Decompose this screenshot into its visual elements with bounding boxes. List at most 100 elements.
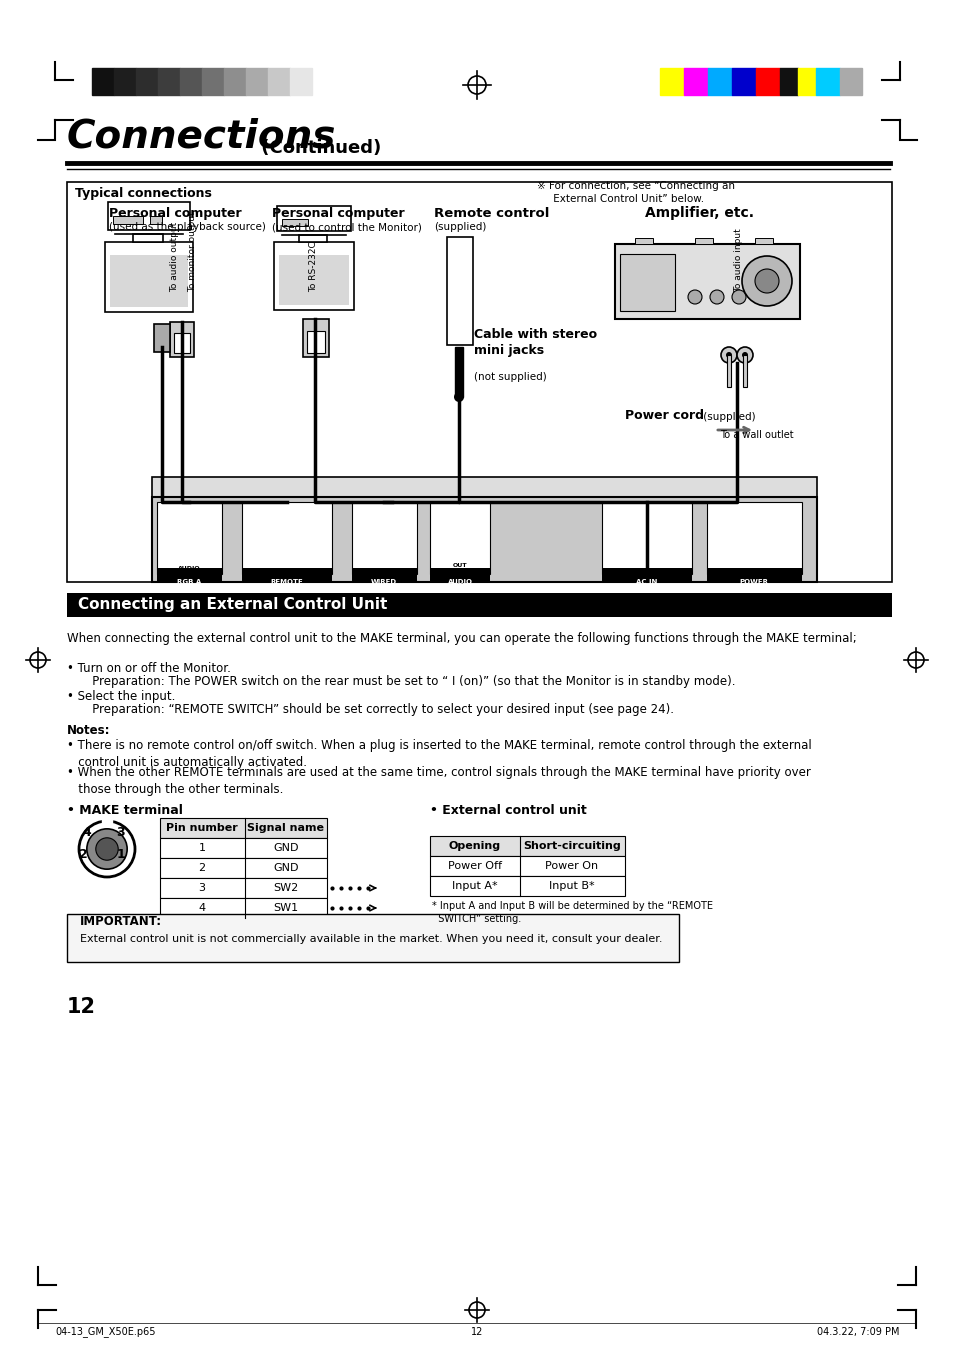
Text: To audio input: To audio input: [734, 229, 742, 292]
Text: AUDIO: AUDIO: [447, 579, 472, 584]
Text: Connections: Connections: [67, 116, 336, 156]
Text: Power Off: Power Off: [448, 861, 501, 871]
Bar: [91, 68, 113, 95]
Circle shape: [731, 290, 745, 304]
Bar: [754, 238, 772, 244]
Text: Personal computer: Personal computer: [109, 207, 241, 221]
Text: (supplied): (supplied): [700, 413, 755, 422]
Bar: [132, 234, 163, 242]
Bar: [450, 253, 470, 262]
Bar: [180, 68, 202, 95]
Bar: [683, 68, 707, 95]
Text: OUT
L
AUDIO
R: OUT L AUDIO R: [448, 563, 471, 586]
Text: 1: 1: [116, 848, 125, 862]
Bar: [105, 242, 193, 313]
Bar: [450, 298, 470, 307]
Text: Signal name: Signal name: [247, 823, 324, 833]
Text: Power On: Power On: [545, 861, 598, 871]
Bar: [157, 502, 222, 574]
Text: * Input A and Input B will be determined by the “REMOTE
  SWITCH” setting.: * Input A and Input B will be determined…: [432, 901, 712, 924]
Bar: [113, 68, 136, 95]
Bar: [450, 268, 470, 277]
Bar: [282, 219, 308, 226]
Bar: [447, 237, 473, 345]
Circle shape: [79, 821, 135, 877]
Bar: [170, 322, 193, 357]
Bar: [450, 327, 470, 337]
Bar: [108, 202, 190, 230]
Text: REMOTE: REMOTE: [271, 579, 303, 584]
Bar: [202, 68, 224, 95]
Bar: [840, 68, 862, 95]
Bar: [152, 478, 816, 502]
Text: WIRED: WIRED: [371, 579, 396, 584]
Text: • Turn on or off the Monitor.: • Turn on or off the Monitor.: [67, 662, 231, 675]
Bar: [601, 502, 691, 574]
Text: 12: 12: [67, 997, 96, 1017]
Text: 1: 1: [198, 843, 205, 852]
Text: ※ For connection, see “Connecting an
     External Control Unit” below.: ※ For connection, see “Connecting an Ext…: [537, 181, 734, 204]
Text: RGB A: RGB A: [176, 579, 201, 584]
Text: Personal computer: Personal computer: [272, 207, 404, 221]
Bar: [160, 838, 327, 858]
Circle shape: [454, 392, 463, 402]
Text: IMPORTANT:: IMPORTANT:: [80, 915, 162, 928]
Bar: [242, 568, 332, 582]
Bar: [152, 497, 816, 582]
Bar: [112, 216, 143, 225]
Bar: [706, 502, 801, 574]
Bar: [160, 878, 327, 898]
Bar: [136, 68, 158, 95]
Text: 4: 4: [198, 902, 205, 913]
Bar: [797, 68, 815, 95]
Bar: [635, 238, 652, 244]
Circle shape: [741, 256, 791, 306]
Text: POWER: POWER: [740, 571, 766, 576]
Text: 4: 4: [83, 825, 91, 839]
Text: To a wall outlet: To a wall outlet: [720, 430, 793, 440]
Bar: [160, 898, 327, 917]
Bar: [726, 354, 730, 387]
Bar: [706, 568, 801, 582]
Text: Remote control: Remote control: [434, 207, 549, 221]
Text: Pin number: Pin number: [166, 823, 237, 833]
Bar: [430, 502, 490, 574]
Bar: [430, 568, 490, 582]
Bar: [102, 816, 112, 825]
Bar: [619, 254, 675, 311]
Bar: [158, 68, 180, 95]
Bar: [110, 254, 188, 307]
Bar: [242, 502, 332, 574]
Text: 3: 3: [116, 825, 125, 839]
Bar: [430, 856, 624, 875]
Text: AC IN: AC IN: [636, 579, 657, 584]
Bar: [67, 915, 679, 962]
Text: Short-circuiting: Short-circuiting: [522, 842, 620, 851]
Bar: [755, 68, 780, 95]
Text: Power cord: Power cord: [624, 409, 703, 422]
Text: AC IN: AC IN: [637, 571, 656, 576]
Text: Input A*: Input A*: [452, 881, 497, 892]
Bar: [707, 68, 731, 95]
Circle shape: [737, 346, 752, 363]
Bar: [67, 593, 891, 617]
Text: To monitor output: To monitor output: [189, 211, 197, 292]
Bar: [659, 68, 683, 95]
Text: GND: GND: [273, 863, 298, 873]
Bar: [274, 242, 354, 310]
Bar: [278, 254, 349, 304]
Bar: [780, 68, 797, 95]
Bar: [268, 68, 290, 95]
Bar: [815, 68, 840, 95]
Circle shape: [95, 838, 118, 861]
Text: AUDIO
  IN
RGB A: AUDIO IN RGB A: [177, 566, 200, 582]
Text: • When the other REMOTE terminals are used at the same time, control signals thr: • When the other REMOTE terminals are us…: [67, 766, 810, 796]
Circle shape: [709, 290, 723, 304]
Bar: [695, 238, 712, 244]
Bar: [298, 235, 327, 242]
Bar: [67, 183, 891, 582]
Text: Input B*: Input B*: [549, 881, 594, 892]
Text: Cable with stereo
mini jacks: Cable with stereo mini jacks: [474, 327, 597, 357]
Text: 12: 12: [471, 1327, 482, 1337]
Text: Notes:: Notes:: [67, 724, 111, 737]
